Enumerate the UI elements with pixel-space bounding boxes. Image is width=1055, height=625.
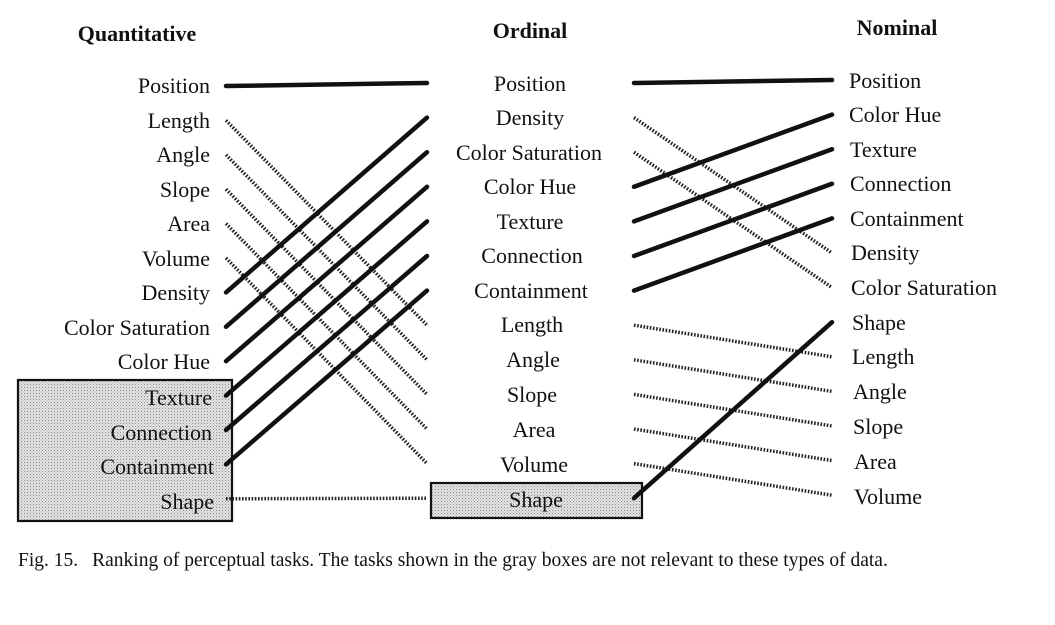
quantitative-item-position: Position [138,73,210,98]
ordinal-item-density: Density [496,105,564,130]
quantitative-item-color-saturation: Color Saturation [64,315,210,340]
ordinal-item-position: Position [494,71,566,96]
quantitative-item-density: Density [142,280,210,305]
column-header-quantitative: Quantitative [78,21,197,46]
connector-ordinal-to-nominal-texture [631,146,835,224]
connector-quantitative-to-ordinal-color-saturation [223,149,430,330]
quantitative-item-area: Area [167,211,210,236]
nominal-item-slope: Slope [853,414,903,439]
ordinal-item-shape: Shape [509,487,563,512]
connector-ordinal-to-nominal-position [631,77,835,86]
column-header-ordinal: Ordinal [493,18,568,43]
connector-quantitative-to-ordinal-length [224,119,429,327]
connector-ordinal-to-nominal-color-hue [631,112,835,190]
ordinal-item-color-hue: Color Hue [484,174,576,199]
connector-quantitative-to-ordinal-slope [224,187,429,396]
nominal-item-shape: Shape [852,310,906,335]
quantitative-item-volume: Volume [142,246,210,271]
connector-quantitative-to-ordinal-connection [223,253,430,433]
connector-quantitative-to-ordinal-shape [225,496,428,501]
quantitative-item-containment: Containment [100,454,214,479]
quantitative-item-connection: Connection [111,420,212,445]
nominal-item-containment: Containment [850,206,964,231]
connector-quantitative-to-ordinal-texture [223,219,430,398]
nominal-item-color-hue: Color Hue [849,102,941,127]
ordinal-item-area: Area [513,417,556,442]
not-relevant-box-ordinal [429,481,644,520]
quantitative-item-slope: Slope [160,177,210,202]
ordinal-item-length: Length [501,312,563,337]
nominal-item-texture: Texture [850,137,917,162]
quantitative-item-length: Length [148,108,210,133]
column-header-nominal: Nominal [857,15,938,40]
nominal-item-color-saturation: Color Saturation [851,275,997,300]
connector-ordinal-to-nominal-volume [633,461,833,497]
not-relevant-box-quantitative [16,378,234,523]
ordinal-item-containment: Containment [474,278,588,303]
ordinal-item-angle: Angle [506,347,560,372]
connector-ordinal-to-nominal-shape [631,319,835,501]
ordinal-item-color-saturation: Color Saturation [456,140,602,165]
quantitative-item-texture: Texture [145,385,212,410]
nominal-item-length: Length [852,344,914,369]
connector-ordinal-to-nominal-angle [633,358,833,394]
connector-ordinal-to-nominal-area [633,427,833,463]
quantitative-item-color-hue: Color Hue [118,349,210,374]
connector-ordinal-to-nominal-connection [631,181,835,259]
nominal-column: Position Color Hue Texture Connection Co… [849,68,997,509]
ordinal-item-slope: Slope [507,382,557,407]
nominal-item-angle: Angle [853,379,907,404]
quantitative-item-angle: Angle [156,142,210,167]
figure-caption: Fig. 15. Ranking of perceptual tasks. The… [18,546,1038,575]
connector-quantitative-to-ordinal-volume [224,256,429,465]
ordinal-item-texture: Texture [497,209,564,234]
nominal-item-density: Density [851,240,919,265]
connector-quantitative-to-ordinal-containment [223,288,430,467]
nominal-item-volume: Volume [854,484,922,509]
connector-lines [223,77,835,501]
connector-quantitative-to-ordinal-angle [224,153,429,362]
ordinal-item-volume: Volume [500,452,568,477]
nominal-item-connection: Connection [850,171,951,196]
nominal-item-position: Position [849,68,921,93]
ordinal-column: Position Density Color Saturation Color … [456,71,602,512]
connector-quantitative-to-ordinal-color-hue [223,184,430,364]
quantitative-item-shape: Shape [160,489,214,514]
figure-number: Fig. 15. [18,550,79,571]
connector-quantitative-to-ordinal-position [223,80,430,89]
ordinal-item-connection: Connection [481,243,582,268]
nominal-item-area: Area [854,449,897,474]
quantitative-column: Position Length Angle Slope Area Volume … [64,73,214,514]
ranking-diagram: Quantitative Ordinal Nominal Position Le… [16,15,997,523]
connector-quantitative-to-ordinal-density [223,115,430,295]
caption-text: Ranking of perceptual tasks. The tasks s… [92,550,888,571]
connector-quantitative-to-ordinal-area [224,222,429,431]
connector-ordinal-to-nominal-containment [631,216,835,293]
connector-ordinal-to-nominal-length [633,323,833,359]
